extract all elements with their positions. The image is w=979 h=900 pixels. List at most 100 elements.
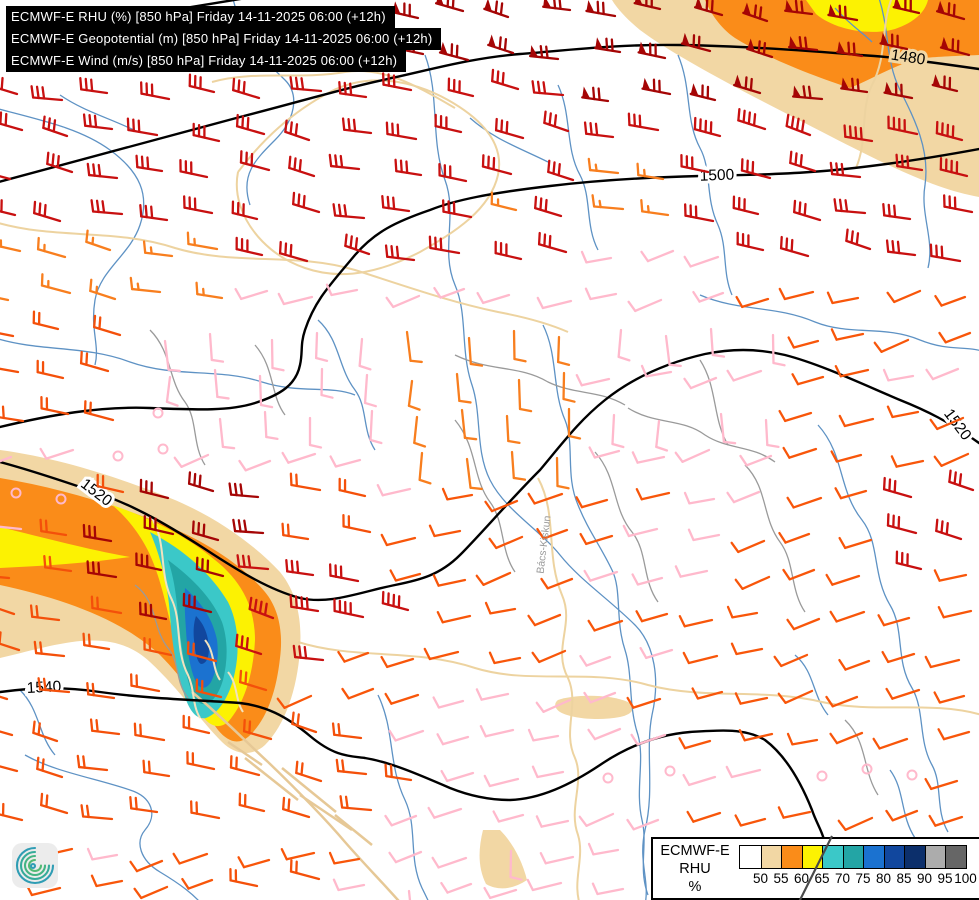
wind-barb: [726, 605, 759, 619]
wind-barb: [43, 554, 73, 573]
wind-barb: [208, 332, 225, 363]
wind-barb: [407, 379, 421, 411]
wind-barb: [602, 772, 614, 784]
wind-barb: [591, 882, 625, 896]
wind-barb: [329, 563, 360, 583]
wind-barb: [539, 851, 575, 865]
wind-barb: [680, 153, 710, 174]
wind-barb: [460, 408, 478, 441]
wind-barb: [388, 850, 423, 864]
wind-barb: [152, 407, 164, 419]
legend-tick-label: 75: [855, 871, 871, 886]
wind-barb: [881, 650, 916, 664]
wind-barb: [90, 199, 124, 216]
wind-barb: [825, 695, 859, 708]
wind-barb: [442, 199, 473, 219]
wind-barb: [39, 447, 75, 460]
wind-barb: [39, 518, 68, 537]
wind-barb: [143, 636, 173, 657]
wind-barb: [85, 229, 112, 252]
wind-barb: [229, 867, 259, 888]
wind-barb: [332, 203, 366, 220]
wind-barb: [882, 476, 913, 499]
wind-barb: [86, 681, 116, 700]
wind-barb: [734, 814, 767, 827]
wind-barb: [190, 800, 221, 820]
wind-barb: [438, 162, 468, 183]
wind-barb: [433, 286, 466, 299]
wind-barb: [0, 802, 24, 822]
wind-barb: [836, 41, 864, 58]
wind-barb: [341, 117, 373, 135]
wind-barb: [784, 0, 814, 16]
wind-barb: [674, 448, 711, 463]
wind-barb: [635, 487, 671, 501]
wind-barb: [887, 115, 919, 136]
wind-barb: [277, 292, 314, 306]
wind-barb: [329, 455, 362, 468]
wind-barb: [282, 796, 311, 819]
wind-barb: [0, 332, 15, 338]
wind-barb: [886, 405, 920, 419]
wind-barb: [320, 367, 334, 399]
wind-barb: [186, 641, 218, 663]
wind-barb: [738, 728, 774, 742]
wind-barb: [484, 499, 519, 513]
wind-barb: [138, 601, 168, 621]
wind-barb: [830, 328, 865, 341]
wind-barb: [683, 491, 716, 505]
legend-box-75: [842, 846, 863, 868]
wind-barb: [584, 287, 618, 301]
wind-barb: [182, 714, 211, 735]
rhu-patch-tan-1: [555, 695, 633, 720]
wind-barb: [440, 881, 473, 894]
wind-barb: [0, 111, 24, 132]
wind-barb: [578, 812, 615, 827]
wind-barb: [655, 419, 669, 452]
wind-barb: [739, 454, 773, 467]
wind-barb: [90, 595, 123, 615]
wind-barb: [934, 294, 967, 307]
legend-title: ECMWF-E RHU %: [653, 842, 737, 896]
wind-barb: [948, 469, 975, 492]
wind-barb: [872, 737, 909, 750]
wind-barb: [734, 575, 771, 590]
wind-barb: [735, 295, 770, 309]
wind-barb: [730, 539, 766, 554]
wind-barb: [289, 859, 321, 881]
wind-barb: [82, 113, 114, 131]
wind-barb: [228, 482, 260, 499]
wind-barb: [591, 194, 625, 211]
wind-barb: [385, 121, 418, 141]
wind-barb: [285, 558, 315, 577]
wind-barb: [438, 41, 470, 62]
wind-barb: [885, 809, 919, 822]
wind-barb: [248, 596, 275, 620]
legend-box-60: [781, 846, 802, 868]
wind-barb: [428, 235, 461, 255]
wind-barb: [188, 73, 216, 94]
wind-barb: [933, 452, 970, 467]
legend-color-strip: [739, 845, 967, 869]
legend-tick-label: 60: [793, 871, 810, 886]
wind-barb: [928, 814, 964, 827]
wind-barb: [333, 598, 365, 619]
wind-barb: [407, 889, 412, 900]
wind-barb: [527, 728, 560, 742]
legend-box-95: [924, 846, 945, 868]
wind-barb: [126, 117, 159, 137]
wind-barb: [292, 644, 325, 662]
wind-barb: [633, 0, 662, 11]
wind-barb: [431, 856, 468, 869]
wind-barb: [434, 0, 465, 13]
wind-barb: [231, 200, 259, 221]
wind-barb: [376, 483, 412, 497]
wind-barb: [683, 255, 720, 268]
legend-box-55: [760, 846, 781, 868]
wind-barb: [0, 765, 19, 773]
wind-barb: [191, 520, 220, 542]
wind-barb: [535, 815, 570, 828]
wind-barb: [885, 239, 917, 257]
legend-tick-label: 50: [752, 871, 769, 886]
